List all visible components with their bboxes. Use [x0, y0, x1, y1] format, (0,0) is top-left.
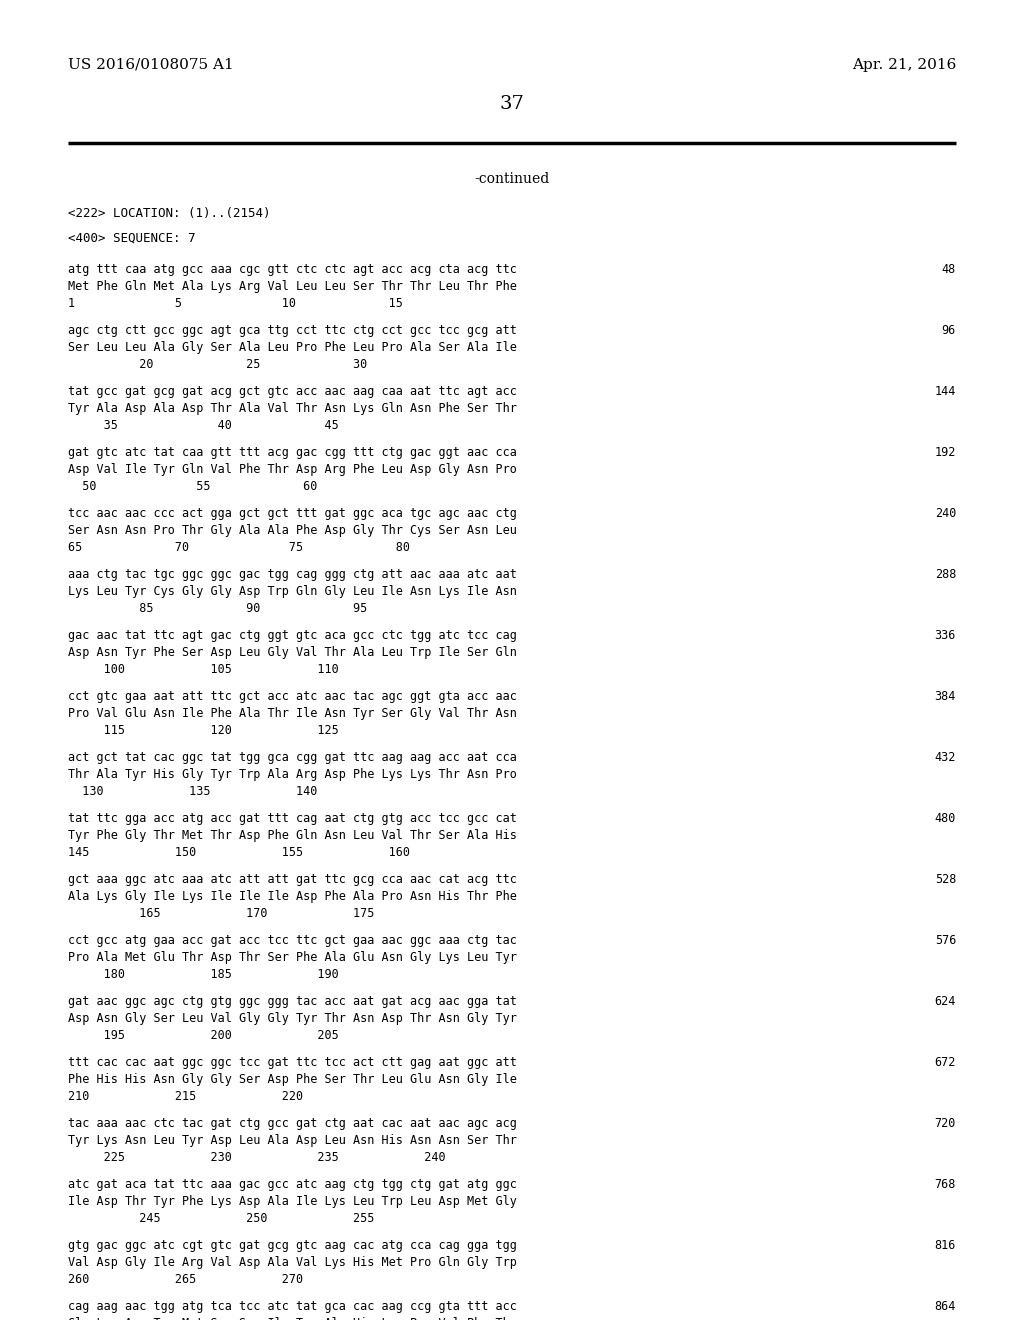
Text: Thr Ala Tyr His Gly Tyr Trp Ala Arg Asp Phe Lys Lys Thr Asn Pro: Thr Ala Tyr His Gly Tyr Trp Ala Arg Asp … [68, 768, 517, 781]
Text: 85             90             95: 85 90 95 [68, 602, 368, 615]
Text: cct gcc atg gaa acc gat acc tcc ttc gct gaa aac ggc aaa ctg tac: cct gcc atg gaa acc gat acc tcc ttc gct … [68, 935, 517, 946]
Text: tat gcc gat gcg gat acg gct gtc acc aac aag caa aat ttc agt acc: tat gcc gat gcg gat acg gct gtc acc aac … [68, 385, 517, 399]
Text: 240: 240 [935, 507, 956, 520]
Text: 432: 432 [935, 751, 956, 764]
Text: 96: 96 [942, 323, 956, 337]
Text: 864: 864 [935, 1300, 956, 1313]
Text: 816: 816 [935, 1239, 956, 1251]
Text: Ala Lys Gly Ile Lys Ile Ile Ile Asp Phe Ala Pro Asn His Thr Phe: Ala Lys Gly Ile Lys Ile Ile Ile Asp Phe … [68, 890, 517, 903]
Text: agc ctg ctt gcc ggc agt gca ttg cct ttc ctg cct gcc tcc gcg att: agc ctg ctt gcc ggc agt gca ttg cct ttc … [68, 323, 517, 337]
Text: 145            150            155            160: 145 150 155 160 [68, 846, 410, 859]
Text: tac aaa aac ctc tac gat ctg gcc gat ctg aat cac aat aac agc acg: tac aaa aac ctc tac gat ctg gcc gat ctg … [68, 1117, 517, 1130]
Text: Met Phe Gln Met Ala Lys Arg Val Leu Leu Ser Thr Thr Leu Thr Phe: Met Phe Gln Met Ala Lys Arg Val Leu Leu … [68, 280, 517, 293]
Text: 624: 624 [935, 995, 956, 1008]
Text: gtg gac ggc atc cgt gtc gat gcg gtc aag cac atg cca cag gga tgg: gtg gac ggc atc cgt gtc gat gcg gtc aag … [68, 1239, 517, 1251]
Text: Val Asp Gly Ile Arg Val Asp Ala Val Lys His Met Pro Gln Gly Trp: Val Asp Gly Ile Arg Val Asp Ala Val Lys … [68, 1257, 517, 1269]
Text: 260            265            270: 260 265 270 [68, 1272, 303, 1286]
Text: gac aac tat ttc agt gac ctg ggt gtc aca gcc ctc tgg atc tcc cag: gac aac tat ttc agt gac ctg ggt gtc aca … [68, 630, 517, 642]
Text: 225            230            235            240: 225 230 235 240 [68, 1151, 445, 1164]
Text: tcc aac aac ccc act gga gct gct ttt gat ggc aca tgc agc aac ctg: tcc aac aac ccc act gga gct gct ttt gat … [68, 507, 517, 520]
Text: 768: 768 [935, 1177, 956, 1191]
Text: 245            250            255: 245 250 255 [68, 1212, 375, 1225]
Text: 144: 144 [935, 385, 956, 399]
Text: tat ttc gga acc atg acc gat ttt cag aat ctg gtg acc tcc gcc cat: tat ttc gga acc atg acc gat ttt cag aat … [68, 812, 517, 825]
Text: 48: 48 [942, 263, 956, 276]
Text: Apr. 21, 2016: Apr. 21, 2016 [852, 58, 956, 73]
Text: Tyr Phe Gly Thr Met Thr Asp Phe Gln Asn Leu Val Thr Ser Ala His: Tyr Phe Gly Thr Met Thr Asp Phe Gln Asn … [68, 829, 517, 842]
Text: 576: 576 [935, 935, 956, 946]
Text: aaa ctg tac tgc ggc ggc gac tgg cag ggg ctg att aac aaa atc aat: aaa ctg tac tgc ggc ggc gac tgg cag ggg … [68, 568, 517, 581]
Text: <400> SEQUENCE: 7: <400> SEQUENCE: 7 [68, 232, 196, 246]
Text: 192: 192 [935, 446, 956, 459]
Text: US 2016/0108075 A1: US 2016/0108075 A1 [68, 58, 233, 73]
Text: atc gat aca tat ttc aaa gac gcc atc aag ctg tgg ctg gat atg ggc: atc gat aca tat ttc aaa gac gcc atc aag … [68, 1177, 517, 1191]
Text: 37: 37 [500, 95, 524, 114]
Text: 65             70              75             80: 65 70 75 80 [68, 541, 410, 554]
Text: 480: 480 [935, 812, 956, 825]
Text: Asp Asn Tyr Phe Ser Asp Leu Gly Val Thr Ala Leu Trp Ile Ser Gln: Asp Asn Tyr Phe Ser Asp Leu Gly Val Thr … [68, 645, 517, 659]
Text: Tyr Lys Asn Leu Tyr Asp Leu Ala Asp Leu Asn His Asn Asn Ser Thr: Tyr Lys Asn Leu Tyr Asp Leu Ala Asp Leu … [68, 1134, 517, 1147]
Text: Ser Asn Asn Pro Thr Gly Ala Ala Phe Asp Gly Thr Cys Ser Asn Leu: Ser Asn Asn Pro Thr Gly Ala Ala Phe Asp … [68, 524, 517, 537]
Text: atg ttt caa atg gcc aaa cgc gtt ctc ctc agt acc acg cta acg ttc: atg ttt caa atg gcc aaa cgc gtt ctc ctc … [68, 263, 517, 276]
Text: 195            200            205: 195 200 205 [68, 1030, 339, 1041]
Text: Pro Ala Met Glu Thr Asp Thr Ser Phe Ala Glu Asn Gly Lys Leu Tyr: Pro Ala Met Glu Thr Asp Thr Ser Phe Ala … [68, 950, 517, 964]
Text: 210            215            220: 210 215 220 [68, 1090, 303, 1104]
Text: 336: 336 [935, 630, 956, 642]
Text: 165            170            175: 165 170 175 [68, 907, 375, 920]
Text: 50              55             60: 50 55 60 [68, 480, 317, 492]
Text: 528: 528 [935, 873, 956, 886]
Text: gct aaa ggc atc aaa atc att att gat ttc gcg cca aac cat acg ttc: gct aaa ggc atc aaa atc att att gat ttc … [68, 873, 517, 886]
Text: 115            120            125: 115 120 125 [68, 723, 339, 737]
Text: 384: 384 [935, 690, 956, 704]
Text: Ser Leu Leu Ala Gly Ser Ala Leu Pro Phe Leu Pro Ala Ser Ala Ile: Ser Leu Leu Ala Gly Ser Ala Leu Pro Phe … [68, 341, 517, 354]
Text: Gln Lys Asn Trp Met Ser Ser Ile Tyr Ala His Lys Pro Val Phe Thr: Gln Lys Asn Trp Met Ser Ser Ile Tyr Ala … [68, 1317, 517, 1320]
Text: Ile Asp Thr Tyr Phe Lys Asp Ala Ile Lys Leu Trp Leu Asp Met Gly: Ile Asp Thr Tyr Phe Lys Asp Ala Ile Lys … [68, 1195, 517, 1208]
Text: gat aac ggc agc ctg gtg ggc ggg tac acc aat gat acg aac gga tat: gat aac ggc agc ctg gtg ggc ggg tac acc … [68, 995, 517, 1008]
Text: act gct tat cac ggc tat tgg gca cgg gat ttc aag aag acc aat cca: act gct tat cac ggc tat tgg gca cgg gat … [68, 751, 517, 764]
Text: Phe His His Asn Gly Gly Ser Asp Phe Ser Thr Leu Glu Asn Gly Ile: Phe His His Asn Gly Gly Ser Asp Phe Ser … [68, 1073, 517, 1086]
Text: 1              5              10             15: 1 5 10 15 [68, 297, 402, 310]
Text: 672: 672 [935, 1056, 956, 1069]
Text: 288: 288 [935, 568, 956, 581]
Text: 20             25             30: 20 25 30 [68, 358, 368, 371]
Text: Lys Leu Tyr Cys Gly Gly Asp Trp Gln Gly Leu Ile Asn Lys Ile Asn: Lys Leu Tyr Cys Gly Gly Asp Trp Gln Gly … [68, 585, 517, 598]
Text: 180            185            190: 180 185 190 [68, 968, 339, 981]
Text: cct gtc gaa aat att ttc gct acc atc aac tac agc ggt gta acc aac: cct gtc gaa aat att ttc gct acc atc aac … [68, 690, 517, 704]
Text: gat gtc atc tat caa gtt ttt acg gac cgg ttt ctg gac ggt aac cca: gat gtc atc tat caa gtt ttt acg gac cgg … [68, 446, 517, 459]
Text: Asp Asn Gly Ser Leu Val Gly Gly Tyr Thr Asn Asp Thr Asn Gly Tyr: Asp Asn Gly Ser Leu Val Gly Gly Tyr Thr … [68, 1012, 517, 1026]
Text: 100            105            110: 100 105 110 [68, 663, 339, 676]
Text: Pro Val Glu Asn Ile Phe Ala Thr Ile Asn Tyr Ser Gly Val Thr Asn: Pro Val Glu Asn Ile Phe Ala Thr Ile Asn … [68, 708, 517, 719]
Text: ttt cac cac aat ggc ggc tcc gat ttc tcc act ctt gag aat ggc att: ttt cac cac aat ggc ggc tcc gat ttc tcc … [68, 1056, 517, 1069]
Text: -continued: -continued [474, 172, 550, 186]
Text: Tyr Ala Asp Ala Asp Thr Ala Val Thr Asn Lys Gln Asn Phe Ser Thr: Tyr Ala Asp Ala Asp Thr Ala Val Thr Asn … [68, 403, 517, 414]
Text: 720: 720 [935, 1117, 956, 1130]
Text: Asp Val Ile Tyr Gln Val Phe Thr Asp Arg Phe Leu Asp Gly Asn Pro: Asp Val Ile Tyr Gln Val Phe Thr Asp Arg … [68, 463, 517, 477]
Text: cag aag aac tgg atg tca tcc atc tat gca cac aag ccg gta ttt acc: cag aag aac tgg atg tca tcc atc tat gca … [68, 1300, 517, 1313]
Text: 130            135            140: 130 135 140 [68, 785, 317, 799]
Text: 35              40             45: 35 40 45 [68, 418, 339, 432]
Text: <222> LOCATION: (1)..(2154): <222> LOCATION: (1)..(2154) [68, 207, 270, 220]
